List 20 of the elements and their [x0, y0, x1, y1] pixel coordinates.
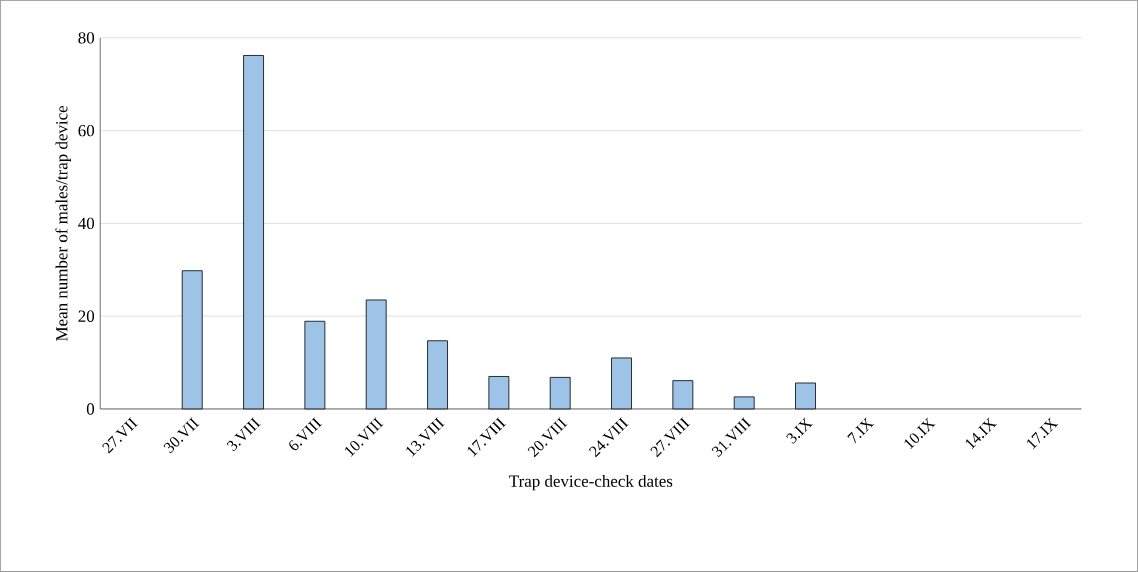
y-tick-label: 40 [78, 217, 95, 230]
y-tick-label: 60 [78, 124, 95, 137]
y-tick-label: 0 [86, 403, 95, 415]
x-axis-title: Trap device-check dates [509, 475, 673, 491]
bar [549, 377, 571, 410]
bar [733, 396, 755, 410]
bar [304, 320, 326, 410]
y-tick-label: 20 [78, 310, 95, 322]
bar [488, 376, 510, 410]
bar [181, 270, 203, 410]
bar [795, 382, 816, 410]
bar [365, 299, 387, 410]
x-tick-label: 7.IX [847, 417, 875, 444]
bar [611, 357, 632, 410]
x-tick-label: 3.IX [786, 417, 813, 444]
bar [672, 380, 694, 410]
y-axis-title: Mean number of males/trap device [55, 105, 71, 342]
y-tick-label: 80 [78, 32, 95, 44]
bar [427, 340, 448, 410]
bar [243, 55, 264, 410]
